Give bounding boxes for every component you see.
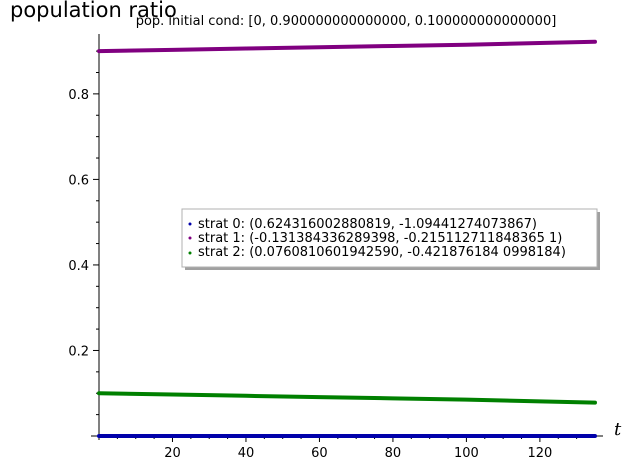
series-layer	[97, 39, 597, 438]
x-axis-label: t	[614, 419, 622, 440]
x-tick-label: 40	[238, 446, 255, 461]
legend-marker-strat-0	[188, 222, 192, 226]
x-tick-label: 80	[385, 446, 402, 461]
x-tick-label: 120	[527, 446, 552, 461]
y-tick-label: 0.4	[68, 259, 89, 274]
legend-box	[181, 208, 598, 268]
y-tick-label: 0.6	[68, 173, 89, 188]
legend-entry-strat-0: strat 0: (0.624316002880819, -1.09441274…	[198, 217, 537, 232]
x-tick-label: 60	[311, 446, 328, 461]
legend-entry-strat-1: strat 1: (-0.131384336289398, -0.2151127…	[198, 231, 562, 246]
y-tick-label: 0.8	[68, 88, 89, 103]
series-line-strat-2	[97, 391, 597, 405]
axes: 20 40 60 80 100 120 0.2 0.4 0.6 0.8	[68, 34, 603, 461]
chart-title: pop. initial cond: [0, 0.900000000000000…	[136, 14, 557, 29]
legend: strat 0: (0.624316002880819, -1.09441274…	[181, 208, 600, 270]
y-axis-label: population ratio	[10, 0, 177, 22]
legend-marker-strat-1	[188, 236, 192, 240]
y-tick-label: 0.2	[68, 344, 89, 359]
x-tick-label: 20	[164, 446, 181, 461]
legend-entry-strat-2: strat 2: (0.0760810601942590, -0.4218761…	[198, 245, 566, 260]
series-line-strat-1	[97, 39, 597, 54]
x-tick-label: 100	[454, 446, 479, 461]
legend-marker-strat-2	[188, 251, 192, 255]
